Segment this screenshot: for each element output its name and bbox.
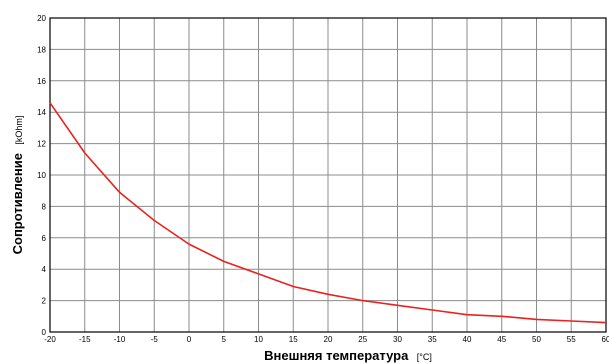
y-tick-label: 4	[42, 265, 47, 274]
x-axis-label: Внешняя температура [°C]	[264, 347, 432, 364]
x-tick-label: -5	[151, 335, 159, 344]
y-axis-title: Сопротивление	[10, 153, 25, 254]
x-tick-label: -15	[79, 335, 91, 344]
x-tick-label: -20	[44, 335, 56, 344]
x-tick-label: 20	[324, 335, 333, 344]
plot-frame	[49, 17, 607, 333]
x-tick-label: 15	[289, 335, 298, 344]
y-tick-label: 16	[37, 77, 46, 86]
x-axis-title: Внешняя температура	[264, 348, 409, 363]
y-axis-unit: [kOhm]	[14, 116, 24, 145]
x-tick-label: 30	[393, 335, 402, 344]
y-tick-label: 0	[42, 328, 47, 337]
x-tick-label: 45	[497, 335, 506, 344]
x-tick-label: 40	[463, 335, 472, 344]
x-tick-label: 35	[428, 335, 437, 344]
x-tick-label: 0	[187, 335, 192, 344]
y-tick-label: 12	[37, 140, 46, 149]
y-axis-ticks: 0 2 4 6 8 10 12 14 16 18 20	[37, 14, 46, 337]
x-tick-label: 5	[222, 335, 227, 344]
x-tick-label: 25	[358, 335, 367, 344]
y-tick-label: 20	[37, 14, 46, 23]
y-tick-label: 18	[37, 45, 46, 54]
x-axis-unit: [°C]	[417, 352, 432, 362]
y-tick-label: 6	[42, 234, 47, 243]
x-tick-label: 10	[254, 335, 263, 344]
y-tick-label: 14	[37, 108, 46, 117]
x-axis-ticks: -20 -15 -10 -5 0 5 10 15 20 25 30 35 40 45 50 55 60	[44, 335, 609, 344]
y-tick-label: 8	[42, 202, 47, 211]
y-tick-label: 10	[37, 171, 46, 180]
grid	[49, 17, 607, 333]
x-tick-label: -10	[114, 335, 126, 344]
x-tick-label: 50	[532, 335, 541, 344]
series-line	[49, 102, 607, 324]
x-tick-label: 60	[602, 335, 609, 344]
y-tick-label: 2	[42, 297, 47, 306]
series-layer	[49, 102, 607, 324]
x-tick-label: 55	[567, 335, 576, 344]
y-axis-label: Сопротивление [kOhm]	[9, 116, 26, 255]
